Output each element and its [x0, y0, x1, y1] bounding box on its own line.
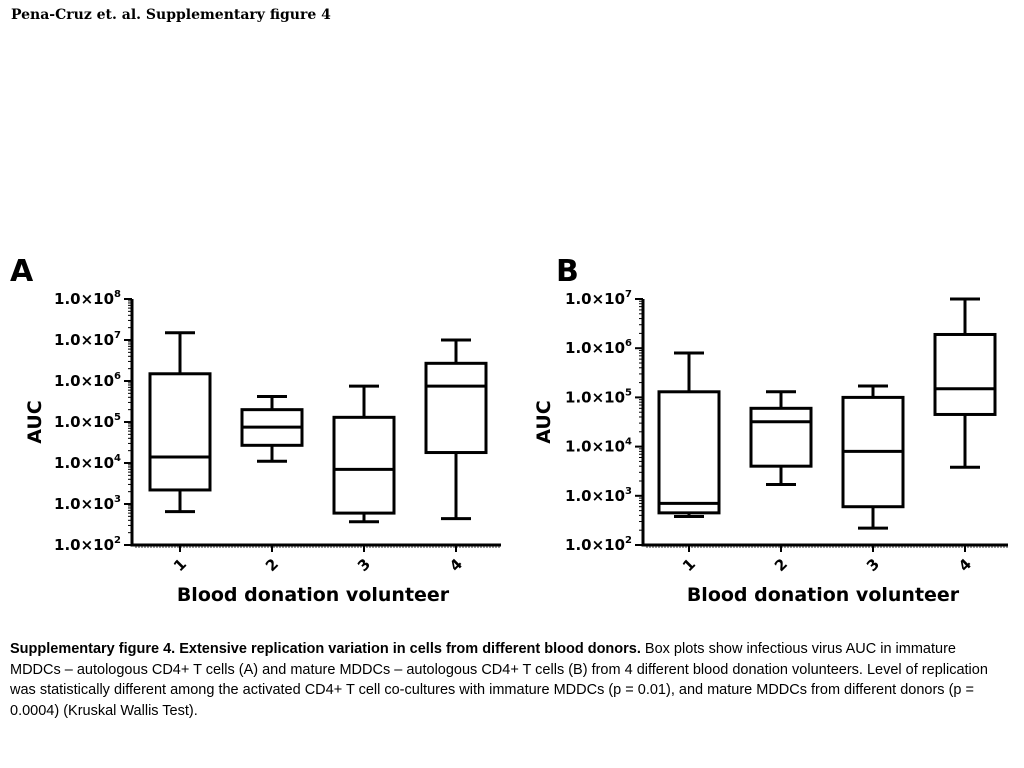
- figure-caption: Supplementary figure 4. Extensive replic…: [10, 639, 1010, 721]
- panel-letter-b: B: [556, 254, 579, 289]
- iqr-box: [933, 332, 997, 416]
- y-tick-label: 1.0×103: [54, 494, 121, 513]
- figure-header-title: Pena-Cruz et. al. Supplementary figure 4: [11, 7, 331, 23]
- y-tick-label: 1.0×102: [54, 535, 121, 554]
- y-axis-title: AUC: [24, 400, 46, 444]
- box-4: [933, 297, 997, 469]
- box-1: [657, 351, 721, 518]
- box-2: [749, 390, 813, 486]
- iqr-box: [749, 406, 813, 468]
- y-tick-label: 1.0×104: [54, 453, 121, 472]
- caption-body: Box plots show infectious virus AUC in i…: [10, 641, 988, 719]
- y-tick-label: 1.0×103: [565, 486, 632, 505]
- iqr-box: [657, 390, 721, 515]
- y-tick-label: 1.0×104: [565, 437, 632, 456]
- box-2: [240, 394, 304, 463]
- iqr-box: [424, 361, 488, 455]
- panel-letter-a: A: [10, 254, 34, 289]
- x-tick-label: 4: [955, 555, 975, 575]
- y-tick-label: 1.0×105: [54, 412, 121, 431]
- y-tick-label: 1.0×108: [54, 289, 121, 308]
- iqr-box: [332, 415, 396, 515]
- y-tick-label: 1.0×102: [565, 535, 632, 554]
- x-axis-title: Blood donation volunteer: [687, 584, 960, 606]
- iqr-box: [148, 372, 212, 492]
- x-tick-label: 1: [679, 555, 699, 575]
- box-3: [332, 384, 396, 524]
- y-tick-label: 1.0×106: [565, 338, 632, 357]
- y-axis-title: AUC: [533, 400, 555, 444]
- box-1: [148, 331, 212, 514]
- y-tick-label: 1.0×107: [565, 289, 632, 308]
- x-tick-label: 2: [771, 555, 791, 575]
- x-tick-label: 3: [863, 555, 883, 575]
- y-tick-label: 1.0×107: [54, 330, 121, 349]
- box-3: [841, 384, 905, 530]
- y-tick-label: 1.0×106: [54, 371, 121, 390]
- caption-bold-lead: Supplementary figure 4. Extensive replic…: [10, 641, 641, 657]
- x-axis-title: Blood donation volunteer: [177, 584, 450, 606]
- box-4: [424, 338, 488, 521]
- y-tick-label: 1.0×105: [565, 387, 632, 406]
